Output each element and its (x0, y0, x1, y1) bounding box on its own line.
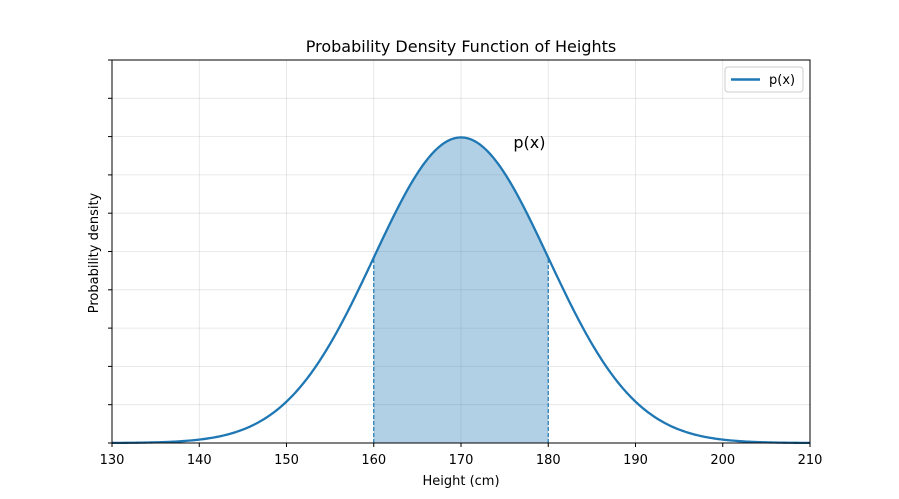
x-tick-label: 210 (798, 453, 823, 468)
series-line-px (111, 136, 811, 445)
x-tick-label: 160 (361, 453, 386, 468)
x-tick-label: 150 (274, 453, 299, 468)
shaded-area (373, 137, 549, 443)
annotation-px: p(x) (513, 133, 545, 152)
legend: p(x) (724, 66, 804, 93)
y-axis-label: Probability density (87, 192, 102, 313)
x-tick-label: 200 (710, 453, 735, 468)
x-axis-label: Height (cm) (422, 474, 499, 489)
x-axis-ticks: 130 140 150 160 170 180 190 200 210 (100, 443, 823, 468)
y-axis-ticks (108, 59, 112, 444)
x-tick-label: 190 (623, 453, 648, 468)
x-tick-label: 170 (449, 453, 474, 468)
legend-box (724, 66, 804, 93)
legend-label: p(x) (769, 73, 795, 88)
x-tick-label: 130 (100, 453, 125, 468)
chart-title: Probability Density Function of Heights (306, 37, 616, 56)
vertical-lines (373, 257, 549, 443)
x-tick-label: 140 (187, 453, 212, 468)
x-tick-label: 180 (536, 453, 561, 468)
